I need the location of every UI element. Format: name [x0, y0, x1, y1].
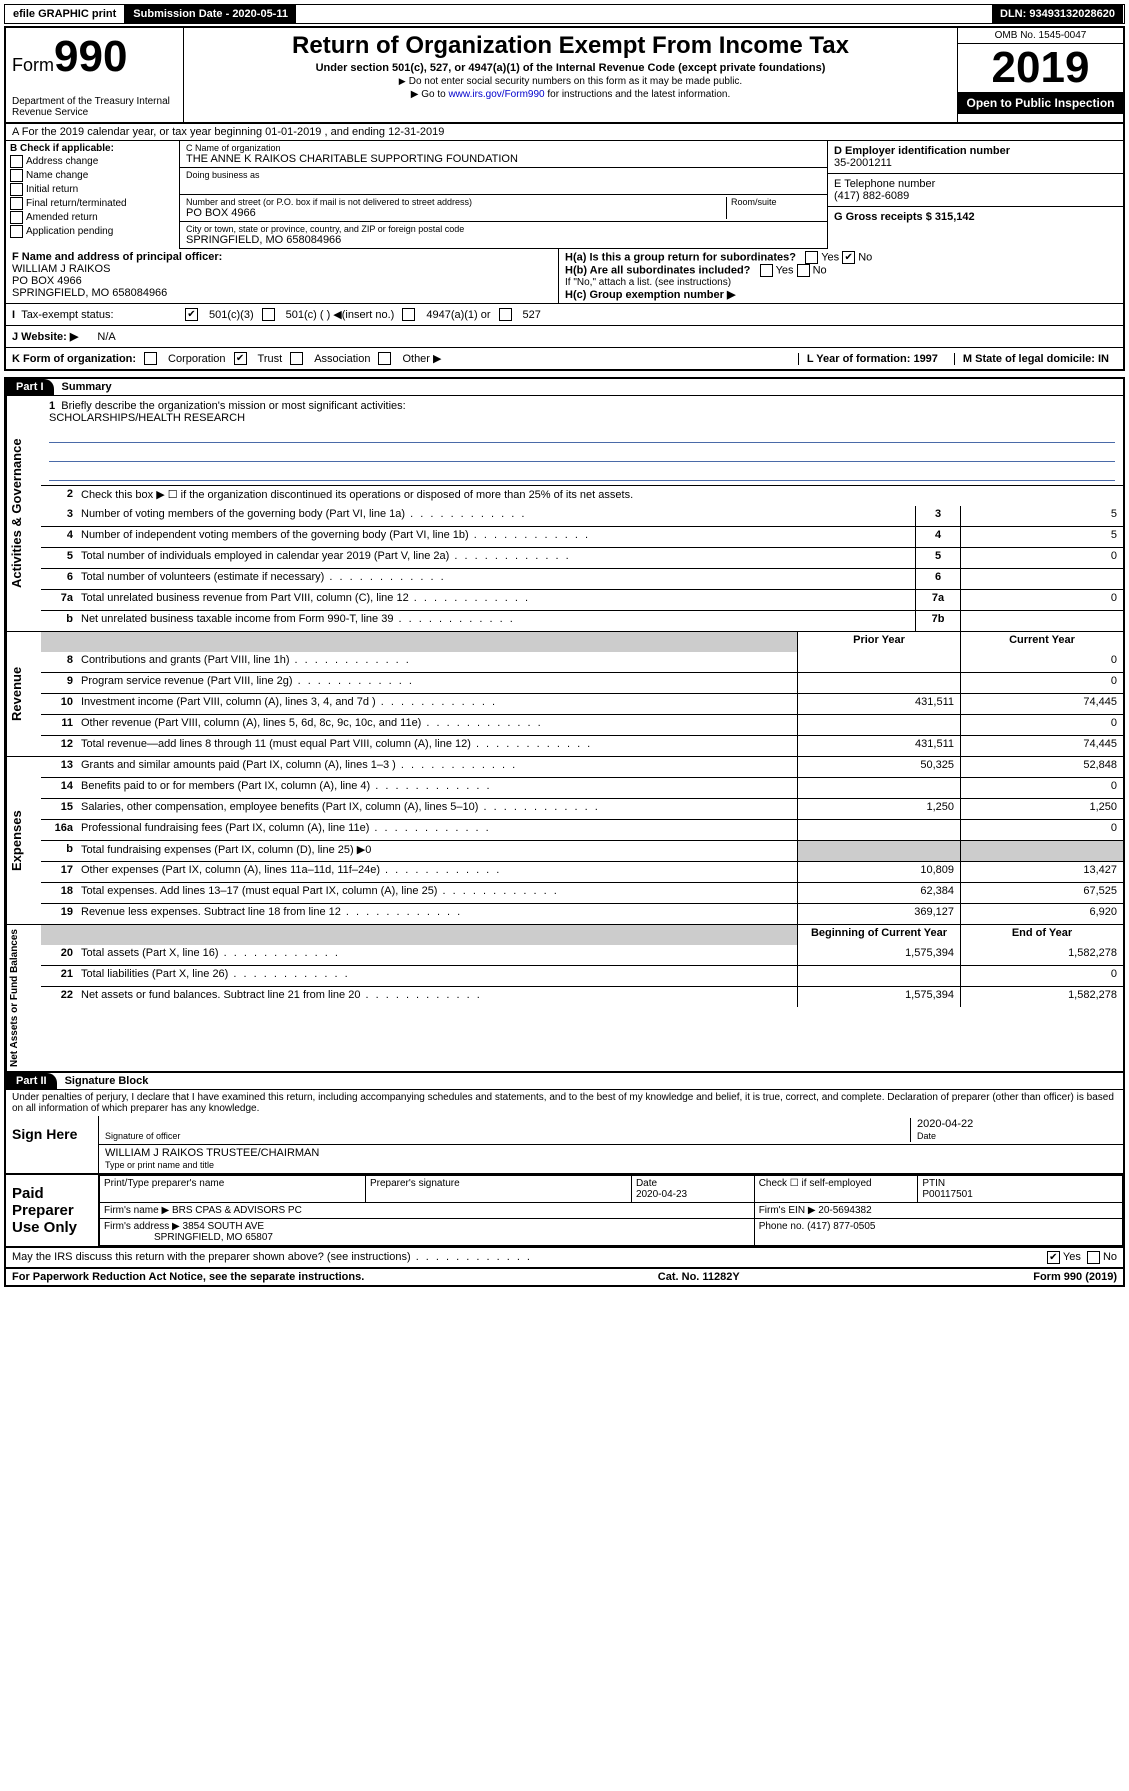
part2-tag: Part II — [6, 1073, 57, 1089]
table-row: 18Total expenses. Add lines 13–17 (must … — [41, 882, 1123, 903]
table-row: 20Total assets (Part X, line 16)1,575,39… — [41, 945, 1123, 965]
section-expenses: Expenses 13Grants and similar amounts pa… — [4, 757, 1125, 925]
box-b: B Check if applicable: Address change Na… — [6, 141, 180, 249]
table-row: 5Total number of individuals employed in… — [41, 547, 1123, 568]
org-city: SPRINGFIELD, MO 658084966 — [186, 234, 821, 246]
note-ssn: Do not enter social security numbers on … — [194, 76, 947, 87]
gross-receipts: G Gross receipts $ 315,142 — [834, 211, 975, 223]
section-revenue: Revenue Prior Year Current Year 8Contrib… — [4, 632, 1125, 757]
officer-signed: WILLIAM J RAIKOS TRUSTEE/CHAIRMAN — [105, 1147, 319, 1159]
dln-label: DLN: 93493132028620 — [992, 5, 1124, 23]
preparer-block: Paid Preparer Use Only Print/Type prepar… — [4, 1175, 1125, 1248]
table-row: 19Revenue less expenses. Subtract line 1… — [41, 903, 1123, 924]
form-org-row: K Form of organization: Corporation Trus… — [4, 348, 1125, 371]
page-footer: For Paperwork Reduction Act Notice, see … — [4, 1269, 1125, 1287]
table-row: 3Number of voting members of the governi… — [41, 506, 1123, 526]
form-title: Return of Organization Exempt From Incom… — [194, 32, 947, 60]
tax-exempt-row: I Tax-exempt status: 501(c)(3) 501(c) ( … — [4, 304, 1125, 326]
part-2: Part II Signature Block Under penalties … — [4, 1073, 1125, 1116]
omb-number: OMB No. 1545-0047 — [958, 28, 1123, 44]
section-netassets: Net Assets or Fund Balances Beginning of… — [4, 925, 1125, 1073]
irs-link[interactable]: www.irs.gov/Form990 — [448, 89, 544, 100]
firm-name: BRS CPAS & ADVISORS PC — [172, 1205, 302, 1216]
discuss-row: May the IRS discuss this return with the… — [4, 1248, 1125, 1269]
table-row: 11Other revenue (Part VIII, column (A), … — [41, 714, 1123, 735]
org-name: THE ANNE K RAIKOS CHARITABLE SUPPORTING … — [186, 153, 821, 165]
jurat-text: Under penalties of perjury, I declare th… — [6, 1090, 1123, 1116]
table-row: 7aTotal unrelated business revenue from … — [41, 589, 1123, 610]
table-row: 10Investment income (Part VIII, column (… — [41, 693, 1123, 714]
table-row: 17Other expenses (Part IX, column (A), l… — [41, 861, 1123, 882]
principal-row: F Name and address of principal officer:… — [4, 249, 1125, 304]
table-row: 9Program service revenue (Part VIII, lin… — [41, 672, 1123, 693]
ptin: P00117501 — [922, 1189, 972, 1200]
ein: 35-2001211 — [834, 157, 892, 169]
officer-name: WILLIAM J RAIKOS — [12, 263, 110, 275]
table-row: 12Total revenue—add lines 8 through 11 (… — [41, 735, 1123, 756]
note-goto: ▶ Go to www.irs.gov/Form990 for instruct… — [194, 89, 947, 100]
top-bar: efile GRAPHIC print Submission Date - 20… — [4, 4, 1125, 24]
table-row: 6Total number of volunteers (estimate if… — [41, 568, 1123, 589]
efile-label[interactable]: efile GRAPHIC print — [5, 5, 125, 23]
signature-block: Sign Here Signature of officer 2020-04-2… — [4, 1116, 1125, 1175]
table-row: bNet unrelated business taxable income f… — [41, 610, 1123, 631]
table-row: 8Contributions and grants (Part VIII, li… — [41, 652, 1123, 672]
form-number: Form990 — [12, 32, 177, 82]
entity-block: B Check if applicable: Address change Na… — [4, 141, 1125, 249]
table-row: 15Salaries, other compensation, employee… — [41, 798, 1123, 819]
table-row: bTotal fundraising expenses (Part IX, co… — [41, 840, 1123, 861]
section-governance: Activities & Governance 1 Briefly descri… — [4, 396, 1125, 632]
table-row: 14Benefits paid to or for members (Part … — [41, 777, 1123, 798]
form-subtitle: Under section 501(c), 527, or 4947(a)(1)… — [194, 62, 947, 74]
form-header: Form990 Department of the Treasury Inter… — [4, 26, 1125, 124]
table-row: 4Number of independent voting members of… — [41, 526, 1123, 547]
table-row: 21Total liabilities (Part X, line 26)0 — [41, 965, 1123, 986]
mission-text: SCHOLARSHIPS/HEALTH RESEARCH — [49, 412, 245, 424]
part1-tag: Part I — [6, 379, 54, 395]
open-public-badge: Open to Public Inspection — [958, 92, 1123, 114]
table-row: 13Grants and similar amounts paid (Part … — [41, 757, 1123, 777]
tax-year: 2019 — [958, 44, 1123, 92]
part-1: Part I Summary — [4, 377, 1125, 396]
box-c: C Name of organization THE ANNE K RAIKOS… — [180, 141, 827, 249]
org-address: PO BOX 4966 — [186, 207, 726, 219]
table-row: 22Net assets or fund balances. Subtract … — [41, 986, 1123, 1007]
501c3-check — [185, 308, 198, 321]
row-a-period: A For the 2019 calendar year, or tax yea… — [4, 124, 1125, 141]
department-label: Department of the Treasury Internal Reve… — [12, 96, 177, 118]
telephone: (417) 882-6089 — [834, 190, 909, 202]
submission-date[interactable]: Submission Date - 2020-05-11 — [125, 5, 297, 23]
table-row: 16aProfessional fundraising fees (Part I… — [41, 819, 1123, 840]
website-row: J Website: ▶ N/A — [4, 326, 1125, 348]
